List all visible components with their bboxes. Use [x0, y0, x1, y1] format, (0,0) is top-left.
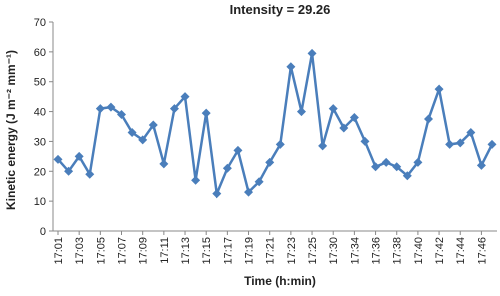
marker: [64, 166, 74, 176]
marker: [191, 175, 201, 185]
x-tick-label: 17:03: [74, 237, 86, 265]
x-axis-title: Time (h:min): [244, 274, 316, 288]
x-tick-label: 17:42: [434, 237, 446, 265]
x-tick-label: 17:36: [371, 237, 383, 265]
x-tick-label: 17:21: [265, 237, 277, 265]
x-tick-label: 17:19: [244, 237, 256, 265]
marker: [244, 187, 254, 197]
marker: [222, 163, 232, 173]
series-line: [57, 53, 494, 199]
marker: [85, 169, 95, 179]
x-tick-label: 17:25: [307, 237, 319, 265]
marker: [434, 84, 444, 94]
x-tick-label: 17:46: [476, 237, 488, 265]
marker: [233, 145, 243, 155]
y-tick-label: 20: [34, 166, 46, 178]
y-tick-label: 70: [34, 17, 46, 29]
marker: [413, 157, 423, 167]
x-tick-label: 17:34: [349, 237, 361, 265]
marker: [349, 113, 359, 123]
marker: [212, 189, 222, 199]
marker: [445, 139, 455, 149]
marker: [138, 135, 148, 145]
marker: [201, 108, 211, 118]
x-tick-label: 17:05: [95, 237, 107, 265]
x-tick-label: 17:17: [222, 237, 234, 265]
marker: [466, 127, 476, 137]
marker: [371, 162, 381, 172]
y-tick-label: 0: [40, 226, 46, 238]
y-tick-label: 60: [34, 47, 46, 59]
marker: [318, 141, 328, 151]
x-tick-label: 17:30: [328, 237, 340, 265]
marker: [392, 162, 402, 172]
y-tick-label: 30: [34, 136, 46, 148]
x-tick-label: 17:11: [159, 237, 171, 264]
marker: [476, 160, 486, 170]
x-tick-label: 17:09: [138, 237, 150, 265]
marker: [275, 139, 285, 149]
y-axis-title: Kinetic energy (J m⁻² mm⁻¹): [4, 50, 18, 210]
marker: [286, 62, 296, 72]
x-tick-label: 17:40: [413, 237, 425, 265]
x-tick-label: 17:01: [53, 237, 65, 265]
marker: [455, 138, 465, 148]
marker: [169, 104, 179, 114]
marker: [95, 104, 105, 114]
marker: [148, 120, 158, 130]
x-tick-label: 17:23: [286, 237, 298, 265]
marker: [339, 123, 349, 133]
marker: [159, 159, 169, 169]
y-tick-label: 10: [34, 196, 46, 208]
marker: [53, 154, 63, 164]
marker: [423, 114, 433, 124]
marker: [74, 151, 84, 161]
marker: [296, 107, 306, 117]
marker: [381, 157, 391, 167]
marker: [180, 92, 190, 102]
x-tick-label: 17:15: [201, 237, 213, 265]
marker: [106, 102, 116, 112]
x-tick-label: 17:13: [180, 237, 192, 265]
marker: [402, 171, 412, 181]
marker: [254, 177, 264, 187]
chart-title: Intensity = 29.26: [230, 2, 331, 17]
marker: [328, 104, 338, 114]
x-tick-label: 17:38: [392, 237, 404, 265]
y-tick-label: 40: [34, 107, 46, 119]
marker: [117, 110, 127, 120]
marker: [265, 157, 275, 167]
marker: [360, 136, 370, 146]
marker: [127, 127, 137, 137]
x-tick-label: 17:07: [117, 237, 129, 265]
x-tick-label: 17:44: [455, 237, 467, 265]
y-tick-label: 50: [34, 77, 46, 89]
marker: [307, 48, 317, 58]
marker: [487, 139, 497, 149]
